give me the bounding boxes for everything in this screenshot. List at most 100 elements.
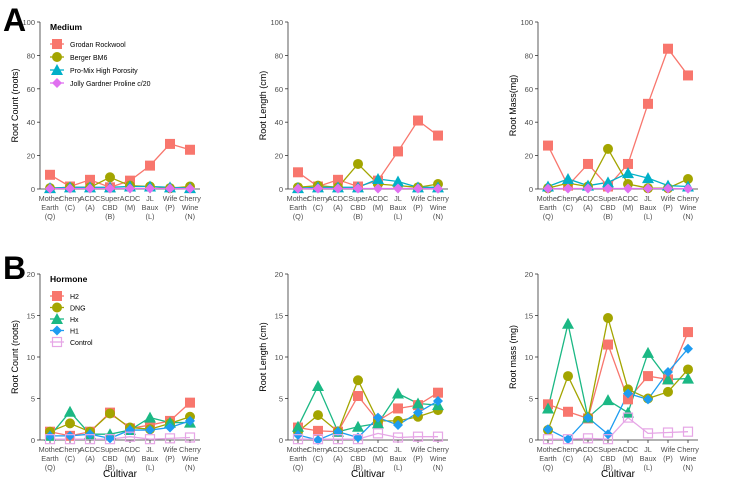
x-tick-label: CBD	[600, 203, 615, 212]
x-tick-label: CBD	[102, 203, 117, 212]
data-point	[563, 407, 573, 417]
x-tick-label: (P)	[165, 454, 175, 463]
legend-label: Jolly Gardner Proline c/20	[70, 81, 151, 88]
legend-key-marker	[52, 291, 62, 301]
x-tick-label: (L)	[644, 212, 653, 221]
x-axis-title: Cultivar	[103, 469, 138, 480]
x-tick-label: ACDC	[80, 194, 101, 203]
data-point	[312, 380, 324, 391]
data-point	[165, 139, 175, 149]
data-point	[663, 44, 673, 54]
x-tick-label: (M)	[125, 454, 136, 463]
chart-panel-b-2: 05101520MotherEarth(Q)Cherry(C)ACDC(A)Su…	[258, 270, 449, 480]
x-tick-label: Super	[100, 194, 120, 203]
x-tick-label: JL	[146, 445, 154, 454]
x-tick-label: (L)	[146, 463, 155, 472]
x-tick-label: Super	[348, 445, 368, 454]
data-point	[643, 99, 653, 109]
legend-label: H2	[70, 294, 79, 301]
x-tick-label: (C)	[313, 454, 323, 463]
data-point	[683, 70, 693, 80]
data-point	[393, 403, 403, 413]
data-point	[45, 170, 55, 180]
y-axis-title: Root Count (roots)	[10, 68, 20, 142]
x-tick-label: (P)	[413, 454, 423, 463]
data-point	[185, 145, 195, 155]
chart-panel-b-3: 05101520MotherEarth(Q)Cherry(C)ACDC(A)Su…	[508, 270, 699, 480]
x-tick-label: Earth	[41, 203, 58, 212]
x-tick-label: ACDC	[578, 194, 599, 203]
y-tick-label: 0	[529, 436, 533, 445]
x-tick-label: Baux	[142, 454, 159, 463]
x-tick-label: (N)	[185, 212, 195, 221]
y-axis-title: Root Length (cm)	[258, 71, 268, 141]
x-tick-label: ACDC	[120, 445, 141, 454]
y-tick-label: 5	[529, 395, 533, 404]
y-tick-label: 0	[279, 436, 283, 445]
x-tick-label: Cherry	[307, 194, 329, 203]
y-tick-label: 0	[279, 185, 283, 194]
y-tick-label: 15	[27, 312, 35, 321]
y-tick-label: 40	[275, 118, 283, 127]
data-point	[353, 391, 363, 401]
chart-panel-a-3: 020406080100MotherEarth(Q)Cherry(C)ACDC(…	[508, 18, 699, 221]
x-tick-label: (P)	[413, 203, 423, 212]
x-tick-label: Earth	[539, 454, 556, 463]
x-tick-label: (M)	[373, 203, 384, 212]
y-tick-label: 20	[27, 270, 35, 279]
y-tick-label: 20	[525, 270, 533, 279]
y-tick-label: 60	[275, 85, 283, 94]
x-tick-label: Wife	[661, 445, 676, 454]
y-axis-title: Root mass (mg)	[508, 325, 518, 389]
x-tick-label: JL	[644, 194, 652, 203]
x-tick-label: Cherry	[677, 445, 699, 454]
x-tick-label: (C)	[65, 203, 75, 212]
data-point	[393, 146, 403, 156]
data-point	[353, 159, 363, 169]
legend-key-marker	[52, 52, 62, 62]
x-tick-label: Wife	[163, 194, 178, 203]
y-tick-label: 80	[525, 51, 533, 60]
x-tick-label: (A)	[85, 454, 95, 463]
x-tick-label: (C)	[563, 203, 573, 212]
x-tick-label: ACDC	[80, 445, 101, 454]
x-tick-label: JL	[394, 194, 402, 203]
x-tick-label: Wine	[182, 454, 199, 463]
data-point	[603, 144, 613, 154]
y-axis-title: Root Length (cm)	[258, 322, 268, 392]
x-tick-label: (A)	[583, 203, 593, 212]
x-tick-label: (B)	[353, 212, 363, 221]
x-tick-label: ACDC	[578, 445, 599, 454]
y-axis-title: Root Mass(mg)	[508, 75, 518, 137]
x-tick-label: (Q)	[543, 463, 554, 472]
x-tick-label: Cherry	[557, 194, 579, 203]
x-tick-label: Wine	[430, 454, 447, 463]
x-tick-label: (M)	[623, 203, 634, 212]
y-tick-label: 100	[520, 18, 533, 27]
x-tick-label: (Q)	[45, 463, 56, 472]
x-tick-label: CBD	[102, 454, 117, 463]
x-tick-label: Wine	[680, 454, 697, 463]
x-tick-label: (N)	[433, 463, 443, 472]
data-point	[663, 387, 673, 397]
x-tick-label: ACDC	[120, 194, 141, 203]
x-tick-label: Baux	[142, 203, 159, 212]
legend-label: DNG	[70, 306, 86, 313]
legend-key-marker	[52, 303, 62, 313]
legend-label: Berger BM6	[70, 55, 107, 62]
y-tick-label: 100	[22, 18, 35, 27]
x-tick-label: Cherry	[179, 194, 201, 203]
x-tick-label: ACDC	[328, 194, 349, 203]
x-tick-label: (Q)	[45, 212, 56, 221]
y-tick-label: 0	[31, 436, 35, 445]
x-tick-label: (L)	[394, 463, 403, 472]
y-tick-label: 15	[275, 312, 283, 321]
x-tick-label: JL	[394, 445, 402, 454]
y-tick-label: 40	[525, 118, 533, 127]
y-tick-label: 80	[27, 51, 35, 60]
x-tick-label: Earth	[539, 203, 556, 212]
chart-panel-a-2: 020406080100MotherEarth(Q)Cherry(C)ACDC(…	[258, 18, 449, 221]
y-tick-label: 60	[525, 85, 533, 94]
